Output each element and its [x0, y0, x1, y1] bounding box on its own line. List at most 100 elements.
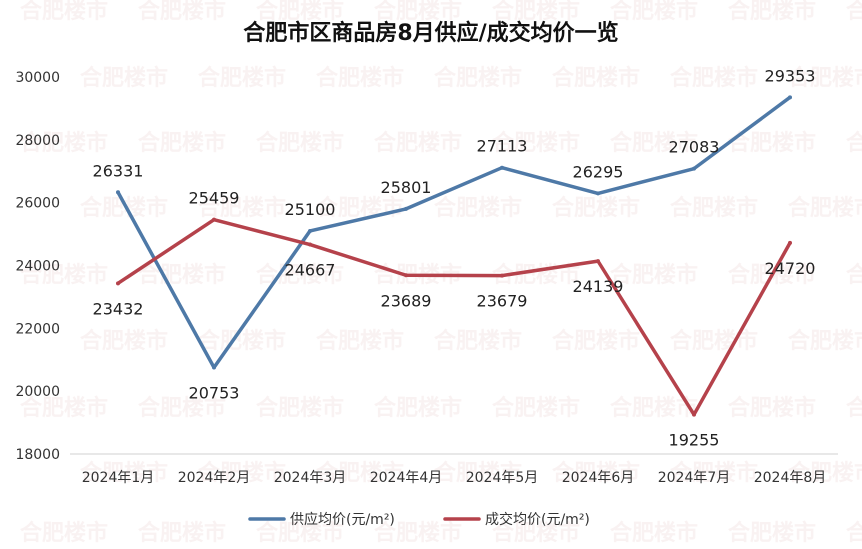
watermark-mark: 合肥楼市 — [138, 520, 226, 546]
series-line-1 — [116, 95, 792, 370]
watermark-mark: 合肥楼市 — [788, 328, 862, 354]
series-point-1 — [212, 365, 216, 370]
watermark-mark: 合肥楼市 — [788, 460, 862, 486]
watermark-mark: 合肥楼市 — [256, 262, 344, 288]
series-point-2 — [212, 217, 216, 222]
y-tick-label: 30000 — [15, 70, 60, 86]
data-label-2: 24667 — [285, 261, 336, 280]
watermark-mark: 合肥楼市 — [374, 520, 462, 546]
watermark-mark: 合肥楼市 — [610, 130, 698, 156]
series-point-1 — [308, 228, 312, 233]
series-point-2 — [596, 259, 600, 264]
data-label-2: 23689 — [381, 291, 432, 310]
watermark-mark: 合肥楼市 — [552, 328, 640, 354]
series-line-2 — [116, 217, 792, 417]
watermark-mark: 合肥楼市 — [670, 328, 758, 354]
watermark-mark: 合肥楼市 — [492, 130, 580, 156]
watermark-mark: 合肥楼市 — [670, 195, 758, 221]
watermark-mark: 合肥楼市 — [20, 395, 108, 421]
series-point-1 — [596, 191, 600, 196]
series-point-1 — [500, 165, 504, 170]
y-tick-label: 26000 — [15, 196, 60, 212]
y-tick-label: 22000 — [15, 321, 60, 337]
watermark-mark: 合肥楼市 — [198, 328, 286, 354]
watermark-mark: 合肥楼市 — [80, 195, 168, 221]
legend-label-1: 供应均价(元/m²) — [290, 511, 395, 528]
series-point-2 — [308, 242, 312, 247]
watermark-mark: 合肥楼市 — [610, 0, 698, 24]
data-label-1: 27113 — [477, 137, 528, 156]
data-label-1: 25801 — [381, 178, 432, 197]
watermark-mark: 合肥楼市 — [256, 520, 344, 546]
data-label-2: 23432 — [93, 299, 144, 318]
watermark-mark: 合肥楼市 — [846, 130, 862, 156]
data-labels-layer: 26331 20753 25100 25801 27113 26295 27083 29353… — [93, 66, 816, 449]
watermark-mark: 合肥楼市 — [256, 0, 344, 24]
series-layer — [116, 95, 792, 417]
watermark-mark: 合肥楼市 — [846, 395, 862, 421]
watermark-mark: 合肥楼市 — [670, 65, 758, 91]
watermark-mark: 合肥楼市 — [434, 460, 522, 486]
x-tick-label: 2024年8月 — [754, 470, 827, 486]
series-point-1 — [404, 206, 408, 211]
data-label-2: 23679 — [477, 292, 528, 311]
series-point-2 — [692, 412, 696, 417]
watermark-mark: 合肥楼市 — [316, 195, 404, 221]
watermark-mark: 合肥楼市 — [20, 0, 108, 24]
watermark-mark: 合肥楼市 — [374, 395, 462, 421]
watermark-mark: 合肥楼市 — [492, 520, 580, 546]
series-point-2 — [788, 240, 792, 245]
watermark-mark: 合肥楼市 — [374, 0, 462, 24]
watermark-mark: 合肥楼市 — [552, 460, 640, 486]
watermark-mark: 合肥楼市 — [728, 395, 816, 421]
watermark-mark: 合肥楼市 — [316, 328, 404, 354]
watermark-mark: 合肥楼市 — [434, 195, 522, 221]
data-label-1: 20753 — [189, 384, 240, 403]
y-tick-label: 20000 — [15, 384, 60, 400]
watermark-mark: 合肥楼市 — [492, 0, 580, 24]
data-label-1: 25100 — [285, 200, 336, 219]
x-tick-label: 2024年4月 — [370, 470, 443, 486]
watermark-mark: 合肥楼市 — [434, 65, 522, 91]
watermark-mark: 合肥楼市 — [728, 520, 816, 546]
watermark-mark: 合肥楼市 — [610, 262, 698, 288]
series-point-2 — [500, 273, 504, 278]
data-label-2: 19255 — [669, 431, 720, 450]
watermark-mark: 合肥楼市 — [20, 262, 108, 288]
watermark-mark: 合肥楼市 — [80, 460, 168, 486]
watermark-mark: 合肥楼市 — [80, 65, 168, 91]
watermark-mark: 合肥楼市 — [20, 130, 108, 156]
watermark-mark: 合肥楼市 — [316, 460, 404, 486]
chart-title: 合肥市区商品房8月供应/成交均价一览 — [243, 20, 618, 46]
watermark-mark: 合肥楼市 — [846, 262, 862, 288]
series-point-2 — [404, 273, 408, 278]
axes-layer: 18000 20000 22000 24000 26000 28000 30000 2024年… — [15, 70, 838, 486]
watermark-mark: 合肥楼市 — [198, 195, 286, 221]
watermark-mark: 合肥楼市 — [80, 328, 168, 354]
watermark-mark: 合肥楼市 — [728, 0, 816, 24]
watermark-layer: 合肥楼市合肥楼市合肥楼市合肥楼市合肥楼市合肥楼市合肥楼市合肥楼市合肥楼市合肥楼市… — [20, 0, 862, 546]
watermark-mark: 合肥楼市 — [138, 130, 226, 156]
watermark-mark: 合肥楼市 — [256, 395, 344, 421]
data-label-1: 26295 — [573, 162, 624, 181]
series-point-1 — [788, 95, 792, 100]
watermark-mark: 合肥楼市 — [138, 0, 226, 24]
data-label-1: 26331 — [93, 161, 144, 180]
data-label-2: 24139 — [573, 277, 624, 296]
legend: 供应均价(元/m²) 成交均价(元/m²) — [248, 511, 590, 528]
watermark-mark: 合肥楼市 — [552, 195, 640, 221]
y-tick-label: 28000 — [15, 133, 60, 149]
watermark-mark: 合肥楼市 — [552, 65, 640, 91]
y-tick-label: 18000 — [15, 447, 60, 463]
x-tick-label: 2024年3月 — [274, 470, 347, 486]
watermark-mark: 合肥楼市 — [256, 130, 344, 156]
watermark-mark: 合肥楼市 — [610, 520, 698, 546]
data-label-2: 24720 — [765, 259, 816, 278]
watermark-mark: 合肥楼市 — [374, 130, 462, 156]
data-label-2: 25459 — [189, 189, 240, 208]
y-tick-label: 24000 — [15, 259, 60, 275]
series-point-1 — [116, 190, 120, 195]
watermark-mark: 合肥楼市 — [316, 65, 404, 91]
x-tick-label: 2024年7月 — [658, 470, 731, 486]
